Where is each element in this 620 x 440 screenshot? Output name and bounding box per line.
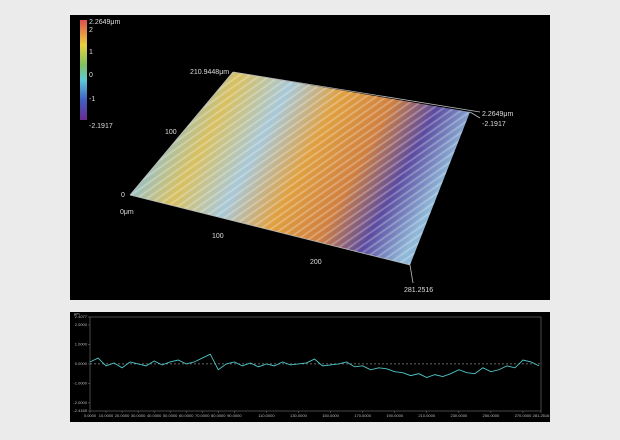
x-tick-label: 60.0000 <box>179 413 194 418</box>
axis-label: 100 <box>212 233 224 240</box>
panel-bg <box>70 312 550 422</box>
profile-line <box>89 353 540 379</box>
x-tick-label: 20.0000 <box>115 413 130 418</box>
axis-label: 0μm <box>120 209 134 216</box>
x-tick-label: 250.0000 <box>483 413 500 418</box>
y-axis-label: μm <box>74 311 80 316</box>
x-tick-label: 10.0000 <box>99 413 114 418</box>
x-tick-label: 190.0000 <box>386 413 403 418</box>
y-tick-label: -2.0000 <box>73 400 87 405</box>
y-tick-label: 1.0000 <box>75 341 88 346</box>
x-tick-label: 70.0000 <box>195 413 210 418</box>
x-tick-label: 90.0000 <box>227 413 242 418</box>
scale-label: -2.1917 <box>89 123 113 130</box>
scale-label: 1 <box>89 49 93 56</box>
x-tick-label: 80.0000 <box>211 413 226 418</box>
x-tick-label: 130.0000 <box>290 413 307 418</box>
axis-label: 100 <box>165 129 177 136</box>
y-tick-label: -1.0000 <box>73 380 87 385</box>
x-tick-label: 170.0000 <box>354 413 371 418</box>
x-tick-label: 150.0000 <box>322 413 339 418</box>
y-tick-label: 2.4077 <box>75 314 88 319</box>
y-tick-label: 0.0000 <box>75 361 88 366</box>
surface-texture <box>130 72 470 265</box>
x-tick-label: 210.0000 <box>418 413 435 418</box>
x-tick-label: 40.0000 <box>147 413 162 418</box>
profile-panel: μm 2.4077 2.0000 1.0000 0.0000 -1.0000 -2.000… <box>70 311 550 422</box>
scale-label: -1 <box>89 96 95 103</box>
axis-label: 210.9448μm <box>190 69 229 76</box>
y-tick-label: 2.0000 <box>75 322 88 327</box>
x-tick-label: 30.0000 <box>131 413 146 418</box>
axis-label: 2.2649μm <box>482 111 513 118</box>
x-tick-label: 281.2516 <box>533 413 550 418</box>
scale-label: 2 <box>89 27 93 34</box>
axis-label: 281.2516 <box>404 287 433 294</box>
x-tick-label: 50.0000 <box>163 413 178 418</box>
axes <box>129 71 481 284</box>
x-tick-label: 0.0000 <box>84 413 97 418</box>
axis-label: -2.1917 <box>482 121 506 128</box>
x-tick-label: 110.0000 <box>258 413 275 418</box>
x-tick-label: 230.0000 <box>450 413 467 418</box>
x-tick-label: 270.0000 <box>515 413 532 418</box>
color-bar <box>80 20 87 120</box>
scale-label: 0 <box>89 72 93 79</box>
axis-label: 0 <box>121 192 125 199</box>
axis-label: 200 <box>310 259 322 266</box>
surface-panel: 2.2649μm 2 1 0 -1 -2.1917 210.9448μm 100… <box>70 15 550 300</box>
y-tick-label: -2.4165 <box>73 408 87 413</box>
scale-label: 2.2649μm <box>89 19 120 26</box>
